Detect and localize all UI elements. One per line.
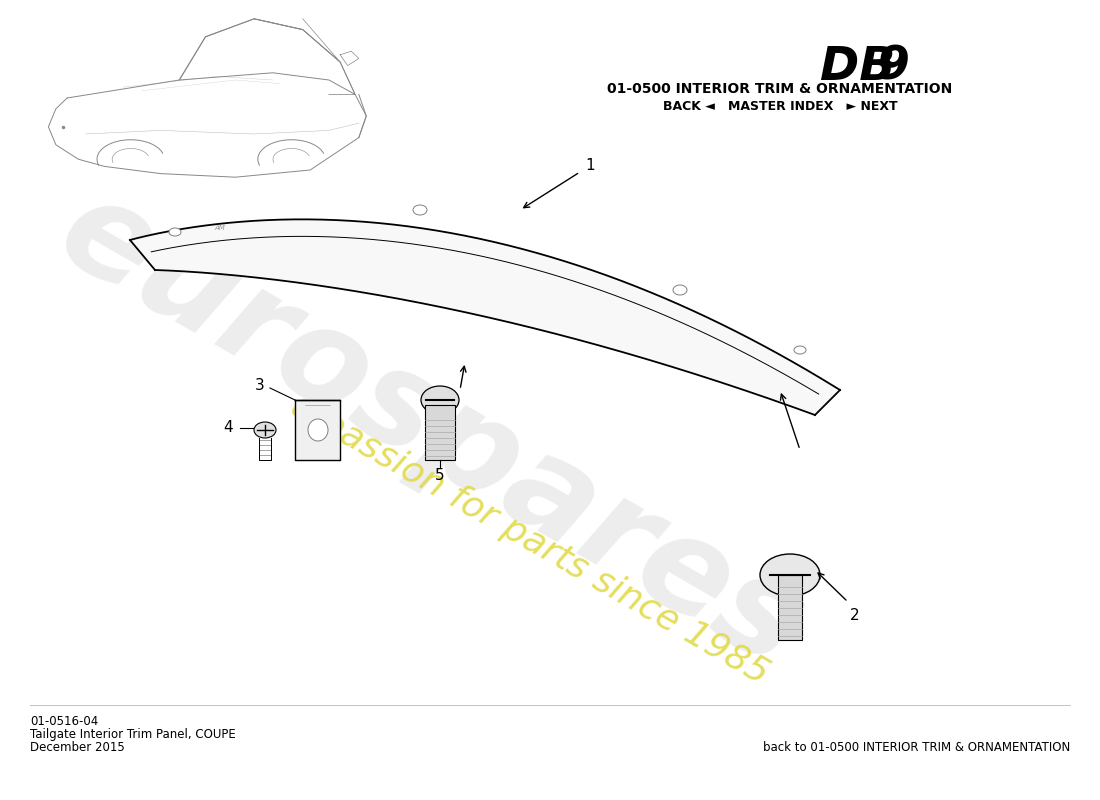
Ellipse shape [169, 228, 182, 236]
Text: AM: AM [214, 225, 225, 231]
Ellipse shape [308, 419, 328, 441]
Polygon shape [295, 400, 340, 460]
Ellipse shape [412, 205, 427, 215]
Text: 3: 3 [255, 378, 265, 393]
Text: 4: 4 [223, 421, 233, 435]
Ellipse shape [421, 386, 459, 414]
Ellipse shape [794, 346, 806, 354]
Text: 01-0516-04: 01-0516-04 [30, 715, 98, 728]
Text: a passion for parts since 1985: a passion for parts since 1985 [285, 389, 774, 691]
Text: back to 01-0500 INTERIOR TRIM & ORNAMENTATION: back to 01-0500 INTERIOR TRIM & ORNAMENT… [762, 741, 1070, 754]
Ellipse shape [760, 554, 820, 596]
Text: 01-0500 INTERIOR TRIM & ORNAMENTATION: 01-0500 INTERIOR TRIM & ORNAMENTATION [607, 82, 953, 96]
Bar [425, 405, 455, 460]
Text: eurospares: eurospares [36, 166, 823, 694]
Ellipse shape [673, 285, 688, 295]
Ellipse shape [254, 422, 276, 438]
Text: BACK ◄   MASTER INDEX   ► NEXT: BACK ◄ MASTER INDEX ► NEXT [662, 100, 898, 113]
Text: DB: DB [820, 45, 895, 90]
Text: 2: 2 [850, 607, 860, 622]
Polygon shape [130, 219, 840, 415]
Text: 5: 5 [436, 467, 444, 482]
Text: December 2015: December 2015 [30, 741, 124, 754]
Text: 9: 9 [876, 45, 909, 90]
Text: Tailgate Interior Trim Panel, COUPE: Tailgate Interior Trim Panel, COUPE [30, 728, 235, 741]
Text: 1: 1 [585, 158, 595, 173]
Bar [778, 575, 802, 640]
